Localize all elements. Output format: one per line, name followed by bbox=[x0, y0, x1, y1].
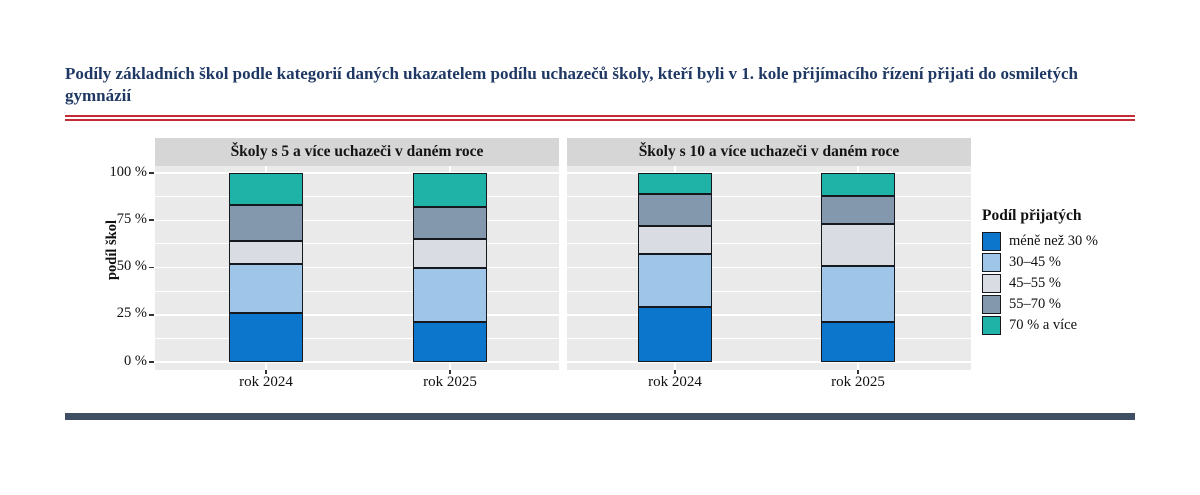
title-divider-rule bbox=[65, 115, 1135, 121]
major-gridline bbox=[567, 314, 971, 316]
y-tick-mark bbox=[149, 313, 154, 316]
legend-label: 55–70 % bbox=[1009, 296, 1061, 312]
legend-item: 55–70 % bbox=[982, 294, 1098, 315]
legend-item: méně než 30 % bbox=[982, 231, 1098, 252]
minor-gridline bbox=[155, 337, 559, 339]
legend-swatch bbox=[982, 232, 1001, 251]
major-gridline bbox=[155, 172, 559, 174]
bar-segment bbox=[229, 173, 303, 206]
legend-swatch bbox=[982, 295, 1001, 314]
bar-segment bbox=[413, 239, 487, 268]
bar-segment bbox=[413, 322, 487, 362]
major-gridline bbox=[155, 361, 559, 363]
bar-segment bbox=[638, 254, 712, 308]
bar-segment bbox=[821, 195, 895, 225]
bar-segment bbox=[638, 225, 712, 255]
page-title: Podíly základních škol podle kategorií d… bbox=[65, 64, 1078, 105]
x-tick-mark bbox=[674, 370, 676, 374]
legend-swatch bbox=[982, 316, 1001, 335]
stacked-bar-rok-2025 bbox=[413, 173, 487, 362]
minor-gridline bbox=[155, 196, 559, 198]
minor-gridline bbox=[567, 196, 971, 198]
major-gridline bbox=[155, 314, 559, 316]
bar-segment bbox=[413, 267, 487, 323]
major-gridline bbox=[567, 361, 971, 363]
legend-title: Podíl přijatých bbox=[982, 207, 1082, 224]
y-tick-mark bbox=[149, 172, 154, 174]
y-tick-label: 50 % bbox=[116, 258, 147, 274]
legend-item: 45–55 % bbox=[982, 273, 1098, 294]
plot-panel-10-plus bbox=[567, 166, 971, 370]
stacked-bar-rok-2024 bbox=[638, 173, 712, 362]
legend-item: 30–45 % bbox=[982, 252, 1098, 273]
x-tick-label: rok 2024 bbox=[648, 374, 702, 390]
bar-segment bbox=[413, 207, 487, 240]
legend-swatch bbox=[982, 253, 1001, 272]
y-tick-mark bbox=[149, 219, 154, 222]
facet-header-label: Školy s 5 a více uchazeči v daném roce bbox=[230, 143, 484, 160]
x-tick-label: rok 2025 bbox=[423, 374, 477, 390]
y-tick-label: 75 % bbox=[116, 210, 147, 227]
x-tick-mark bbox=[449, 370, 451, 374]
facet-header-5-plus: Školy s 5 a více uchazeči v daném roce bbox=[155, 138, 559, 166]
facet-header-label: Školy s 10 a více uchazeči v daném roce bbox=[638, 143, 900, 160]
major-gridline bbox=[155, 266, 559, 269]
bar-segment bbox=[229, 241, 303, 264]
stacked-bar-rok-2025 bbox=[821, 173, 895, 362]
y-tick-mark bbox=[149, 361, 154, 363]
bar-segment bbox=[638, 307, 712, 362]
y-tick-label: 100 % bbox=[109, 163, 147, 180]
plot-panel-5-plus bbox=[155, 166, 559, 370]
bar-segment bbox=[638, 193, 712, 226]
minor-gridline bbox=[155, 290, 559, 292]
legend-items: méně než 30 % 30–45 % 45–55 % 55–70 % 70 % a… bbox=[982, 231, 1098, 336]
x-tick-label: rok 2024 bbox=[239, 374, 293, 390]
major-gridline bbox=[567, 266, 971, 269]
y-tick-label: 25 % bbox=[116, 305, 147, 322]
facet-header-10-plus: Školy s 10 a více uchazeči v daném roce bbox=[567, 138, 971, 166]
minor-gridline bbox=[567, 290, 971, 292]
minor-gridline bbox=[155, 243, 559, 245]
y-tick-mark bbox=[149, 266, 154, 269]
bar-segment bbox=[821, 322, 895, 362]
x-tick-mark bbox=[857, 370, 859, 374]
legend-swatch bbox=[982, 274, 1001, 293]
legend: Podíl přijatých méně než 30 % 30–45 % 45–5… bbox=[982, 207, 1098, 336]
legend-label: 70 % a více bbox=[1009, 317, 1078, 333]
x-tick-label: rok 2025 bbox=[831, 374, 885, 390]
major-gridline bbox=[567, 219, 971, 221]
footer-divider-bar bbox=[65, 413, 1135, 420]
x-tick-mark bbox=[265, 370, 267, 374]
y-axis-title: podíl škol bbox=[104, 219, 120, 281]
bar-segment bbox=[821, 224, 895, 266]
legend-label: 45–55 % bbox=[1009, 275, 1061, 291]
stacked-bar-rok-2024 bbox=[229, 173, 303, 362]
major-gridline bbox=[155, 219, 559, 221]
bar-segment bbox=[229, 263, 303, 313]
bar-segment bbox=[229, 205, 303, 242]
bar-segment bbox=[229, 312, 303, 362]
bar-segment bbox=[638, 173, 712, 194]
y-tick-label: 0 % bbox=[124, 352, 147, 369]
bar-segment bbox=[821, 265, 895, 323]
legend-item: 70 % a více bbox=[982, 315, 1098, 336]
minor-gridline bbox=[567, 243, 971, 245]
major-gridline bbox=[567, 172, 971, 174]
bar-segment bbox=[413, 173, 487, 208]
legend-label: méně než 30 % bbox=[1009, 233, 1098, 249]
bar-segment bbox=[821, 173, 895, 196]
legend-label: 30–45 % bbox=[1009, 254, 1061, 270]
minor-gridline bbox=[567, 337, 971, 339]
